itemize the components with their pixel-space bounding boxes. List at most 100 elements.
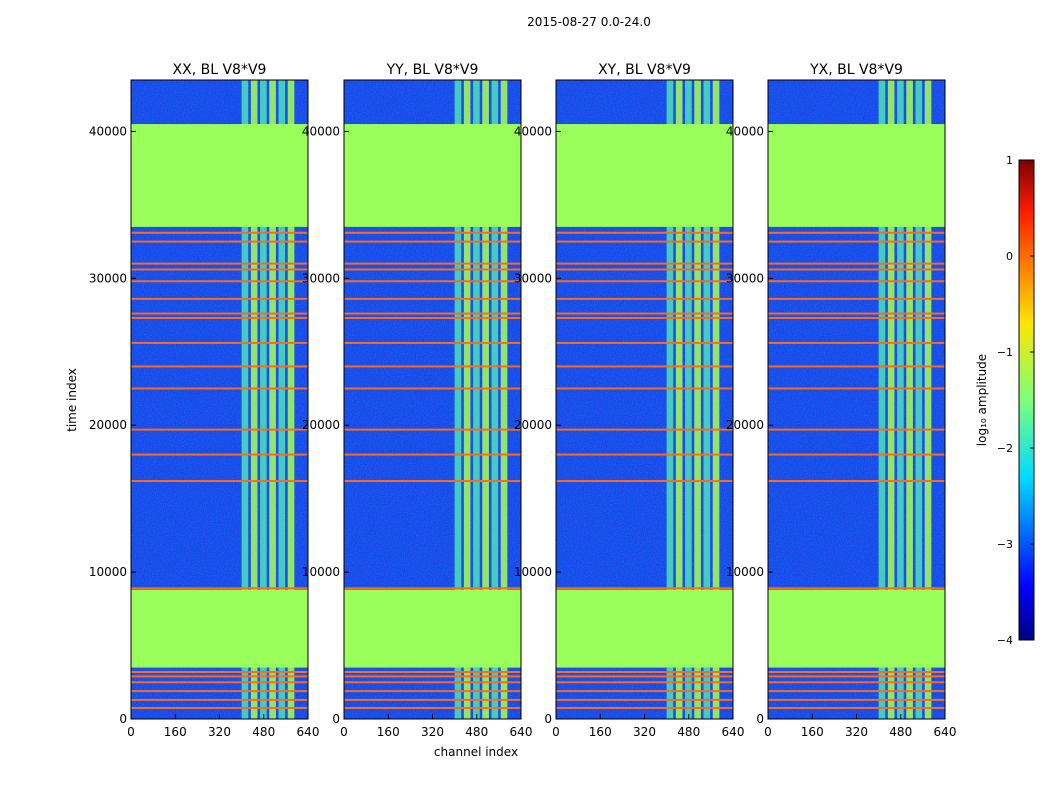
- x-tick-label: 160: [801, 725, 824, 739]
- bright-row: [131, 365, 308, 368]
- bright-row: [556, 297, 733, 300]
- bright-row: [344, 698, 521, 701]
- colorbar: −4 −3 −2 −1 0 1 log₁₀ amplitude: [975, 154, 1035, 647]
- panel-title: YX, BL V8*V9: [809, 62, 903, 78]
- x-tick-label: 480: [252, 725, 275, 739]
- heatmap-panel: YY, BL V8*V9 0 160 320 480 640 0 10000 20000 3000…: [302, 62, 533, 739]
- y-tick-label: 40000: [514, 124, 552, 138]
- colorbar-label: log₁₀ amplitude: [975, 354, 989, 446]
- y-tick-label: 40000: [89, 124, 127, 138]
- bright-row: [344, 670, 521, 673]
- bright-row: [344, 587, 521, 590]
- rfi-channel-strip: [278, 80, 286, 719]
- bright-row: [768, 453, 945, 456]
- bright-row: [344, 675, 521, 678]
- bright-row: [768, 428, 945, 431]
- y-tick-label: 10000: [89, 565, 127, 579]
- bright-row: [131, 231, 308, 234]
- x-tick-label: 640: [722, 725, 745, 739]
- x-tick-label: 160: [164, 725, 187, 739]
- y-axis-label: time index: [65, 368, 79, 432]
- bright-row: [768, 231, 945, 234]
- rfi-channel-strip: [287, 80, 295, 719]
- rfi-channel-strip: [473, 80, 480, 719]
- y-tick-label: 0: [544, 712, 552, 726]
- panel-title: YY, BL V8*V9: [386, 62, 479, 78]
- flagged-time-block: [344, 124, 521, 227]
- flagged-time-block: [556, 124, 733, 227]
- rfi-channel-strip: [491, 80, 499, 719]
- rfi-channel-strip: [878, 80, 886, 719]
- bright-row: [556, 706, 733, 709]
- bright-row: [556, 453, 733, 456]
- colorbar-tick-label: −1: [997, 346, 1013, 359]
- bright-row: [131, 681, 308, 684]
- bright-row: [131, 587, 308, 590]
- bright-row: [344, 297, 521, 300]
- rfi-channel-strip: [260, 80, 267, 719]
- rfi-channel-strip: [241, 80, 249, 719]
- bright-row: [131, 706, 308, 709]
- bright-row: [768, 312, 945, 315]
- rfi-channel-strip: [482, 80, 489, 719]
- bright-row: [131, 480, 308, 483]
- bright-row: [768, 280, 945, 283]
- x-tick-label: 320: [845, 725, 868, 739]
- bright-row: [556, 280, 733, 283]
- bright-row: [344, 231, 521, 234]
- bright-row: [768, 297, 945, 300]
- y-tick-label: 20000: [726, 418, 764, 432]
- bright-row: [768, 365, 945, 368]
- bright-row: [131, 262, 308, 265]
- bright-row: [344, 268, 521, 271]
- colorbar-tick-label: 1: [1006, 154, 1013, 167]
- colorbar-tick-label: −2: [997, 442, 1013, 455]
- bright-row: [768, 262, 945, 265]
- bright-row: [556, 312, 733, 315]
- bright-row: [344, 387, 521, 390]
- bright-row: [556, 240, 733, 243]
- rfi-channel-strip: [269, 80, 276, 719]
- bright-row: [768, 341, 945, 344]
- x-tick-label: 160: [377, 725, 400, 739]
- bright-row: [344, 428, 521, 431]
- y-tick-label: 20000: [514, 418, 552, 432]
- rfi-channel-strip: [924, 80, 932, 719]
- x-tick-label: 0: [127, 725, 135, 739]
- x-tick-label: 0: [764, 725, 772, 739]
- y-tick-label: 10000: [514, 565, 552, 579]
- bright-row: [556, 268, 733, 271]
- rfi-channel-strip: [712, 80, 720, 719]
- rfi-channel-strip: [897, 80, 904, 719]
- bright-row: [344, 280, 521, 283]
- bright-row: [344, 480, 521, 483]
- panel-title: XX, BL V8*V9: [173, 62, 267, 78]
- bright-row: [768, 316, 945, 319]
- x-axis-label: channel index: [434, 745, 518, 759]
- bright-row: [344, 341, 521, 344]
- bright-row: [344, 706, 521, 709]
- y-tick-label: 10000: [726, 565, 764, 579]
- flagged-time-block: [768, 589, 945, 668]
- y-tick-label: 20000: [89, 418, 127, 432]
- bright-row: [344, 316, 521, 319]
- bright-row: [768, 587, 945, 590]
- y-tick-label: 30000: [726, 271, 764, 285]
- rfi-channel-strip: [675, 80, 683, 719]
- bright-row: [768, 706, 945, 709]
- flagged-time-block: [131, 124, 308, 227]
- y-tick-label: 30000: [89, 271, 127, 285]
- y-tick-label: 20000: [302, 418, 340, 432]
- bright-row: [768, 480, 945, 483]
- bright-row: [768, 387, 945, 390]
- rfi-channel-strip: [463, 80, 471, 719]
- heatmap-panel: XX, BL V8*V9 0 160 320 480 640 0 10000 20000 3000…: [89, 62, 320, 739]
- bright-row: [768, 268, 945, 271]
- bright-row: [131, 690, 308, 693]
- bright-row: [556, 428, 733, 431]
- flagged-time-block: [344, 589, 521, 668]
- rfi-channel-strip: [685, 80, 692, 719]
- y-tick-label: 40000: [726, 124, 764, 138]
- bright-row: [131, 675, 308, 678]
- panel-title: XY, BL V8*V9: [598, 62, 691, 78]
